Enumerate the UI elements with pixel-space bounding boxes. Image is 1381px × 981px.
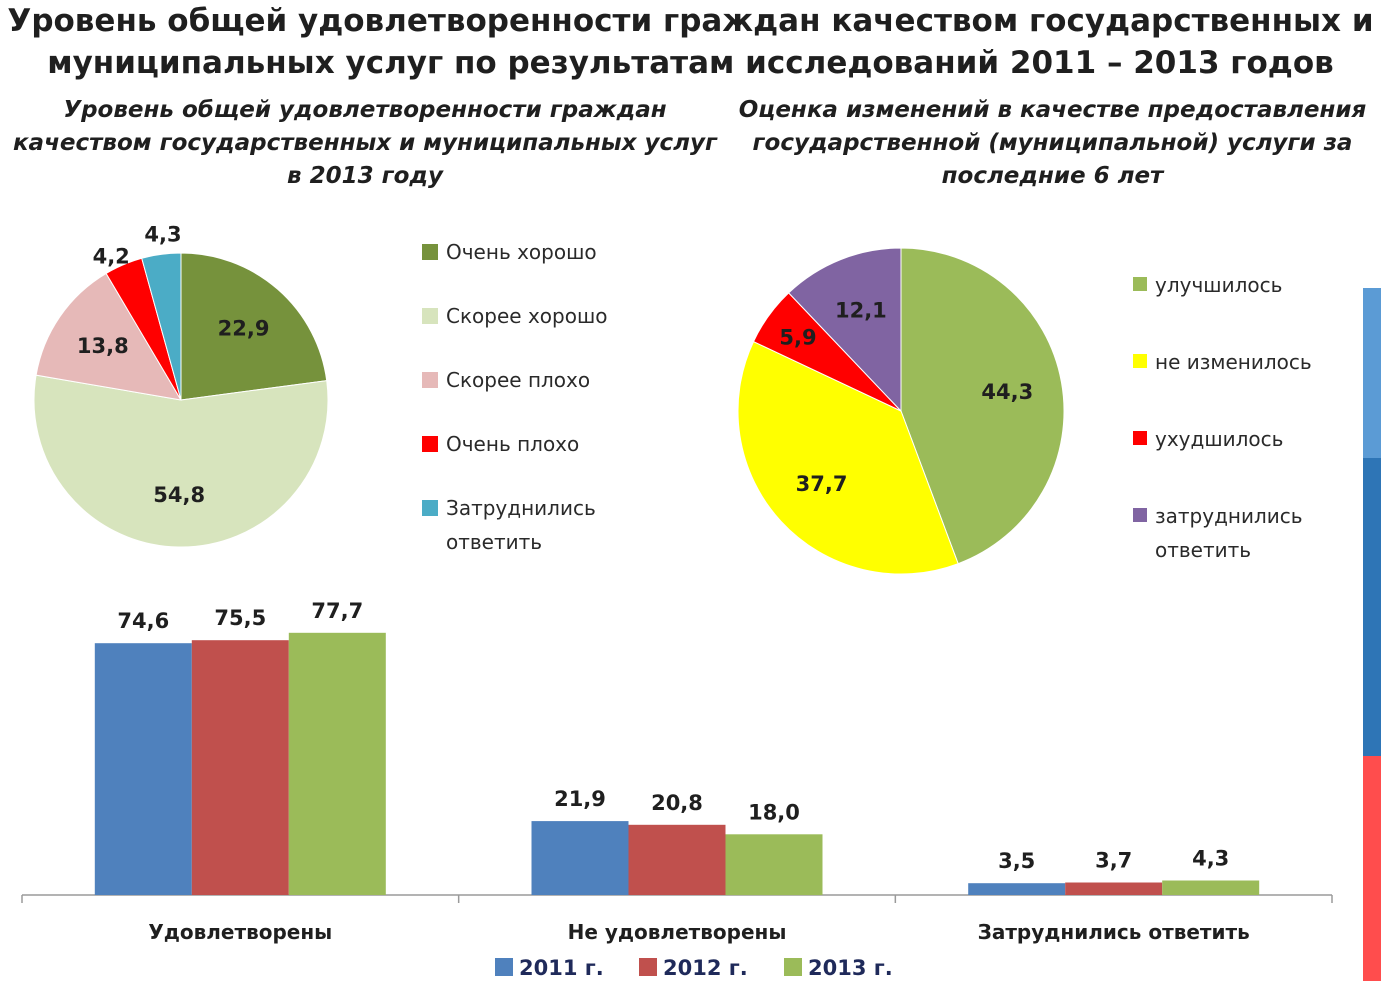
- pie-chart-changes: 44,3 37,7 5,9 12,1: [737, 247, 1065, 575]
- pie-value-label: 13,8: [77, 334, 129, 358]
- bar-value-label: 3,7: [1095, 849, 1132, 873]
- bar-2012-г-1: [191, 640, 289, 895]
- category-label-2: Не удовлетворены: [568, 920, 787, 944]
- pie-value-label: 44,3: [981, 380, 1033, 404]
- pie1-title: Уровень общей удовлетворенности граждан …: [12, 97, 718, 189]
- bar-value-label: 77,7: [311, 599, 363, 623]
- legend-label-затруднились-ответить: затруднились ответить: [1155, 504, 1303, 562]
- bar-value-label: 20,8: [651, 791, 703, 815]
- bar-2011-г-3: [968, 883, 1066, 895]
- bar-2013-г-3: [1162, 880, 1260, 895]
- bar-value-label: 18,0: [748, 800, 800, 824]
- category-label-1: Удовлетворены: [148, 920, 332, 944]
- pie-value-label: 54,8: [153, 483, 205, 507]
- pie2-legend: улучшилось не изменилось ухудшилось затрудн…: [1133, 273, 1312, 562]
- bar-value-label: 3,5: [998, 849, 1035, 873]
- pie-chart-2013: 22,9 54,8 13,8 4,2 4,3: [33, 223, 329, 548]
- legend-swatch: [422, 500, 438, 516]
- bar-2012-г-3: [1065, 882, 1163, 895]
- main-title: Уровень общей удовлетворенности граждан …: [7, 3, 1374, 81]
- pie-slice-4: [787, 247, 902, 413]
- bar-legend-label-2011-г: 2011 г.: [519, 956, 604, 980]
- legend-label-скорее-плохо: Скорее плохо: [446, 368, 590, 392]
- bar-2011-г-2: [531, 821, 629, 895]
- bar-2013-г-1: [288, 632, 386, 895]
- pie1-legend: Очень хорошо Скорее хорошо Скорее плохо Оче…: [422, 240, 607, 554]
- bar-value-label: 75,5: [214, 606, 266, 630]
- edge-strip-middle: [1363, 458, 1381, 756]
- legend-label-затруднились-ответить: Затруднились ответить: [446, 496, 596, 554]
- legend-swatch: [1133, 508, 1147, 522]
- legend-label-не-изменилось: не изменилось: [1155, 350, 1312, 374]
- bar-legend-swatch: [784, 958, 802, 976]
- pie-slice-1: [180, 252, 328, 401]
- legend-swatch: [1133, 354, 1147, 368]
- pie-slice-2: [33, 374, 329, 548]
- legend-swatch: [422, 372, 438, 388]
- bar-legend-label-2012-г: 2012 г.: [663, 956, 748, 980]
- legend-swatch: [422, 436, 438, 452]
- bar-legend-label-2013-г: 2013 г.: [808, 956, 893, 980]
- legend-swatch: [1133, 277, 1147, 291]
- legend-label-очень-хорошо: Очень хорошо: [446, 240, 597, 264]
- pie-value-label: 22,9: [218, 317, 270, 341]
- bar-legend-swatch: [639, 958, 657, 976]
- pie-slice-3: [35, 272, 182, 401]
- edge-strip-bottom: [1363, 756, 1381, 981]
- bar-2011-г-1: [94, 643, 192, 895]
- legend-swatch: [422, 244, 438, 260]
- edge-strip-top: [1363, 288, 1381, 458]
- pie2-title: Оценка изменений в качестве предоставлен…: [738, 97, 1367, 189]
- legend-label-улучшилось: улучшилось: [1155, 273, 1282, 297]
- pie-value-label: 12,1: [835, 299, 887, 323]
- bar-2012-г-2: [628, 824, 726, 895]
- category-label-3: Затруднились ответить: [978, 920, 1250, 944]
- pie-value-label: 5,9: [779, 326, 816, 350]
- pie-value-label: 37,7: [796, 472, 848, 496]
- pie-value-label: 4,2: [93, 245, 130, 269]
- bar-value-label: 4,3: [1192, 847, 1229, 871]
- bar-value-label: 74,6: [117, 609, 169, 633]
- pie-value-label: 4,3: [144, 223, 181, 247]
- bar-legend-swatch: [495, 958, 513, 976]
- legend-label-очень-плохо: Очень плохо: [446, 432, 579, 456]
- bar-value-label: 21,9: [554, 787, 606, 811]
- bar-2013-г-2: [725, 834, 823, 896]
- legend-swatch: [422, 308, 438, 324]
- bar-chart: 74,6 75,5 77,7 Удовлетворены 21,9 20,8 18,0 Не …: [21, 599, 1333, 980]
- legend-label-скорее-хорошо: Скорее хорошо: [446, 304, 607, 328]
- legend-label-ухудшилось: ухудшилось: [1155, 427, 1283, 451]
- pie-slice-5: [141, 252, 182, 401]
- pie-slice-1: [900, 247, 1065, 565]
- pie-slice-2: [737, 340, 959, 575]
- legend-swatch: [1133, 431, 1147, 445]
